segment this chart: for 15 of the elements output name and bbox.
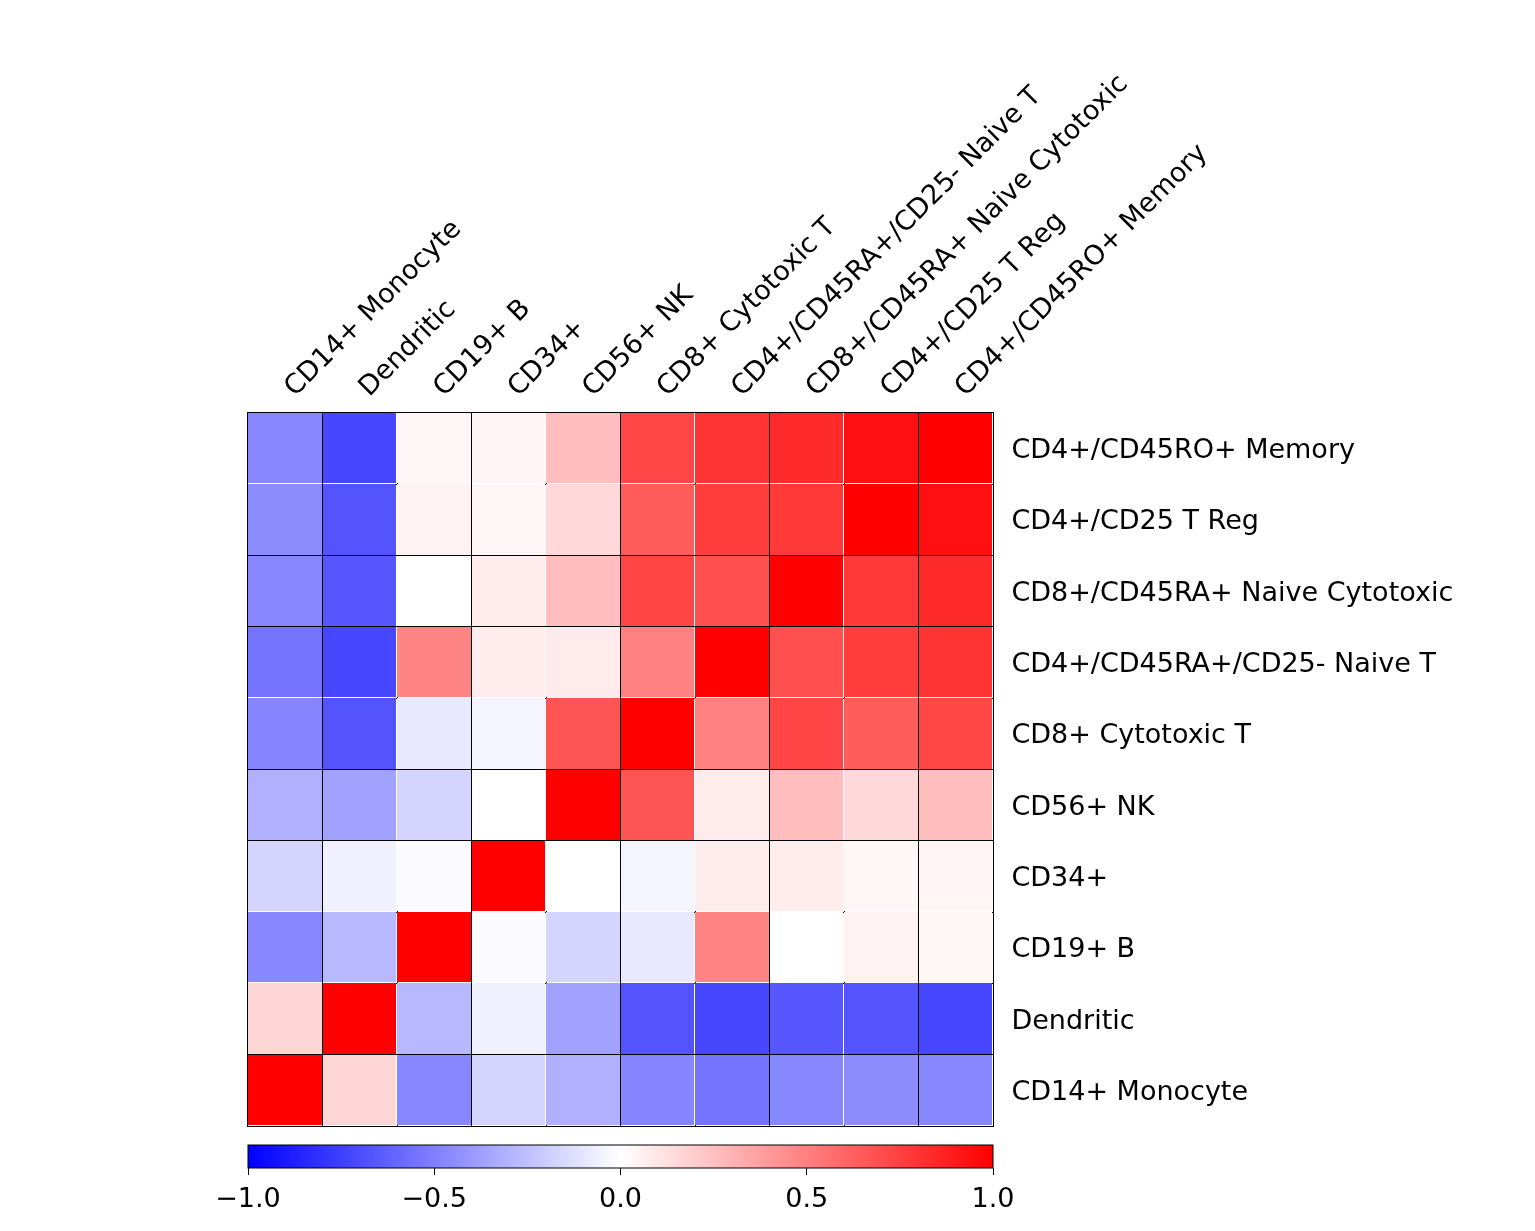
y-tick-label: CD4+/CD25 T Reg	[1011, 504, 1259, 536]
y-tick-label: CD4+/CD45RA+/CD25- Naive T	[1011, 647, 1437, 678]
y-tick-label: CD8+/CD45RA+ Naive Cytotoxic	[1011, 575, 1454, 607]
color-bar-label: 0.0	[599, 1182, 642, 1214]
color-bar-label: −0.5	[401, 1182, 468, 1214]
y-tick-label: CD19+ B	[1011, 932, 1136, 964]
y-tick-label: CD34+	[1011, 860, 1109, 892]
y-tick-label: CD4+/CD45RO+ Memory	[1011, 433, 1355, 465]
color-bar-label: −1.0	[215, 1182, 281, 1214]
y-tick-label: Dendritic	[1011, 1003, 1135, 1035]
color-bar-label: 0.5	[785, 1182, 829, 1214]
y-tick-label: CD56+ NK	[1011, 789, 1156, 821]
color-bar-label: 1.0	[971, 1182, 1015, 1214]
y-tick-label: CD8+ Cytotoxic T	[1011, 718, 1252, 750]
y-tick-label: CD14+ Monocyte	[1011, 1074, 1249, 1106]
